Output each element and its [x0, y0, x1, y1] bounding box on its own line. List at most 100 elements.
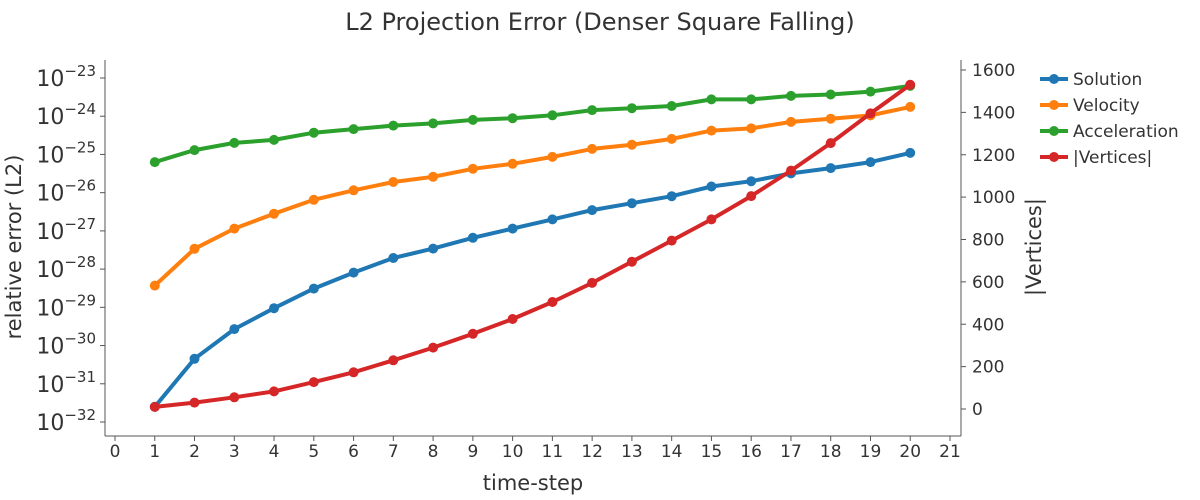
- y2-tick-label: 800: [972, 231, 1004, 251]
- data-point-velocity: [507, 158, 518, 169]
- legend-item-vertices: |Vertices|: [1040, 148, 1152, 168]
- legend-swatch-marker: [1049, 126, 1059, 136]
- x-tick-label: 0: [110, 442, 121, 462]
- series-vertices: [149, 79, 916, 412]
- data-point-acceleration: [547, 110, 558, 121]
- data-point-solution: [626, 198, 637, 209]
- series-line-acceleration: [152, 83, 913, 165]
- x-tick-label: 16: [740, 442, 762, 462]
- y-ticks: 10−32 10−31 10−30 10−29 10−28 10−27 10−26 10−25…: [36, 62, 105, 436]
- legend-label: Acceleration: [1073, 122, 1179, 142]
- x-tick-label: 19: [860, 442, 882, 462]
- data-point-acceleration: [865, 86, 876, 97]
- x-tick-label: 15: [701, 442, 723, 462]
- y-tick-label: 10−28: [36, 253, 96, 283]
- x-axis-label: time-step: [483, 471, 583, 495]
- data-point-velocity: [547, 151, 558, 162]
- data-point-velocity: [428, 171, 439, 182]
- data-point-velocity: [189, 243, 200, 254]
- y-tick-label: 10−27: [36, 215, 96, 245]
- data-point-velocity: [905, 101, 916, 112]
- x-tick-label: 6: [348, 442, 359, 462]
- x-tick-label: 12: [581, 442, 603, 462]
- data-point-vertices: [308, 377, 319, 388]
- y2-ticks: 0 200 400 600 800 1000 1200 1400 1600: [961, 61, 1015, 420]
- data-point-vertices: [587, 277, 598, 288]
- data-point-vertices: [706, 214, 717, 225]
- legend-swatch-marker: [1049, 100, 1059, 110]
- data-point-solution: [507, 223, 518, 234]
- data-point-acceleration: [666, 101, 677, 111]
- data-point-vertices: [467, 328, 478, 339]
- legend-item-velocity: Velocity: [1040, 96, 1140, 116]
- data-point-vertices: [746, 191, 757, 202]
- data-point-acceleration: [467, 114, 478, 125]
- y2-tick-label: 200: [972, 358, 1004, 378]
- series-line-solution: [152, 150, 913, 409]
- data-point-vertices: [149, 401, 160, 412]
- data-point-velocity: [149, 280, 160, 291]
- data-point-velocity: [587, 143, 598, 154]
- data-point-solution: [229, 324, 240, 335]
- data-point-solution: [706, 181, 717, 192]
- legend: Solution Velocity Acceleration |Vertices|: [1040, 70, 1179, 168]
- series-velocity: [149, 101, 916, 291]
- y-tick-label: 10−24: [36, 100, 96, 130]
- data-point-acceleration: [587, 105, 598, 116]
- data-point-vertices: [666, 235, 677, 246]
- data-point-velocity: [229, 223, 240, 234]
- data-point-acceleration: [428, 118, 439, 129]
- x-tick-label: 20: [899, 442, 921, 462]
- series-solution: [149, 147, 916, 412]
- legend-swatch-marker: [1049, 152, 1059, 162]
- data-point-vertices: [865, 108, 876, 119]
- y-axis-label: relative error (L2): [2, 155, 26, 340]
- x-tick-label: 1: [149, 442, 160, 462]
- y-tick-label: 10−26: [36, 177, 96, 207]
- data-point-acceleration: [507, 113, 518, 124]
- data-point-solution: [587, 205, 598, 216]
- x-tick-label: 18: [820, 442, 842, 462]
- data-point-vertices: [786, 165, 796, 176]
- x-tick-label: 13: [621, 442, 643, 462]
- data-point-solution: [388, 253, 399, 263]
- data-point-acceleration: [388, 120, 399, 131]
- data-point-vertices: [189, 397, 200, 408]
- data-point-velocity: [348, 185, 359, 196]
- data-point-vertices: [547, 297, 558, 307]
- data-point-velocity: [746, 123, 757, 134]
- data-point-solution: [467, 232, 478, 243]
- data-point-solution: [348, 267, 359, 278]
- data-point-solution: [189, 353, 200, 364]
- data-point-solution: [666, 191, 677, 202]
- y2-tick-label: 0: [972, 400, 983, 420]
- data-point-solution: [865, 157, 876, 168]
- data-point-velocity: [308, 194, 319, 205]
- y-tick-label: 10−25: [36, 138, 96, 168]
- x-tick-label: 11: [542, 442, 564, 462]
- data-point-solution: [269, 303, 279, 314]
- legend-label: Solution: [1073, 70, 1142, 90]
- legend-swatch-marker: [1049, 74, 1059, 84]
- data-point-velocity: [666, 133, 677, 144]
- series-acceleration: [149, 80, 916, 168]
- x-tick-label: 14: [661, 442, 683, 462]
- data-point-velocity: [825, 113, 836, 124]
- data-point-vertices: [428, 342, 439, 353]
- data-point-acceleration: [706, 94, 717, 105]
- data-point-solution: [308, 283, 319, 294]
- x-ticks: 0 1 2 3 4 5 6 7 8 9 10 11 12 13 14 15 16 17 18 19 20 21: [110, 436, 961, 462]
- x-tick-label: 2: [189, 442, 200, 462]
- data-point-velocity: [467, 163, 478, 174]
- data-point-acceleration: [308, 127, 319, 138]
- legend-item-solution: Solution: [1040, 70, 1142, 90]
- y-tick-label: 10−32: [36, 406, 96, 436]
- x-tick-label: 8: [428, 442, 439, 462]
- y2-tick-label: 600: [972, 273, 1004, 293]
- y2-tick-label: 400: [972, 315, 1004, 335]
- data-point-solution: [428, 243, 439, 254]
- x-tick-label: 3: [229, 442, 240, 462]
- data-point-vertices: [905, 79, 916, 90]
- y2-axis-label: |Vertices|: [1022, 198, 1047, 296]
- data-point-acceleration: [149, 157, 160, 168]
